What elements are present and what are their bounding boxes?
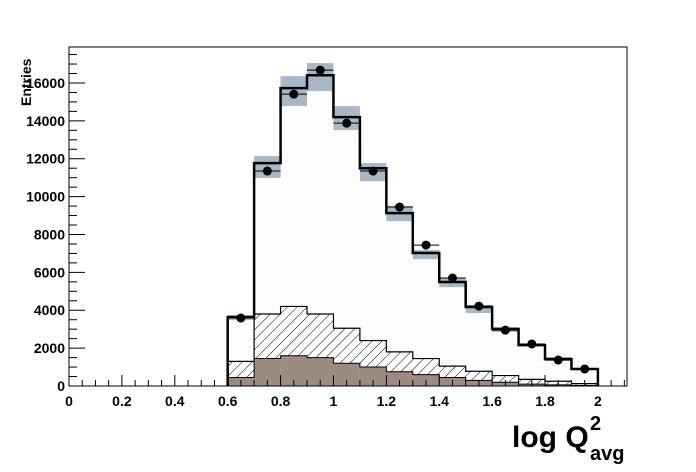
y-tick-label: 2000 bbox=[34, 340, 65, 356]
y-axis-label: Entries bbox=[18, 58, 34, 106]
data-point bbox=[527, 339, 537, 349]
data-point bbox=[236, 313, 246, 323]
plot-frame bbox=[68, 46, 628, 387]
data-point bbox=[474, 301, 484, 311]
x-tick-label: 0 bbox=[65, 393, 73, 409]
y-tick-label: 8000 bbox=[34, 226, 65, 242]
x-tick-label: 2 bbox=[594, 393, 602, 409]
y-tick-label: 6000 bbox=[34, 264, 65, 280]
x-axis-label-sup: 2 bbox=[590, 413, 601, 435]
filled-bin bbox=[359, 367, 387, 386]
data-point bbox=[368, 166, 378, 176]
data-point bbox=[315, 65, 325, 75]
data-point bbox=[421, 240, 431, 250]
y-tick-label: 16000 bbox=[26, 75, 65, 91]
x-axis-label-sub: avg bbox=[590, 443, 624, 465]
x-tick-label: 0.6 bbox=[218, 393, 238, 409]
total-histogram-line bbox=[226, 73, 600, 386]
data-point bbox=[447, 273, 457, 283]
x-tick-label: 1 bbox=[330, 393, 338, 409]
data-point bbox=[395, 202, 405, 212]
x-tick-label: 0.8 bbox=[271, 393, 291, 409]
x-tick-label: 1.4 bbox=[430, 393, 450, 409]
y-tick-label: 10000 bbox=[26, 189, 65, 205]
syst-band-bin bbox=[412, 250, 440, 260]
x-tick-label: 1.2 bbox=[377, 393, 397, 409]
y-tick-label: 12000 bbox=[26, 151, 65, 167]
data-point bbox=[289, 89, 299, 99]
filled-bin bbox=[386, 371, 413, 386]
data-point bbox=[553, 355, 563, 365]
y-tick-label: 14000 bbox=[26, 113, 65, 129]
x-tick-label: 0.2 bbox=[112, 393, 132, 409]
data-point bbox=[580, 364, 590, 374]
x-axis-label: log Q bbox=[512, 421, 589, 454]
total-bin bbox=[571, 368, 598, 386]
data-point bbox=[262, 166, 272, 176]
y-tick-label: 0 bbox=[57, 378, 65, 394]
filled-bin bbox=[333, 363, 360, 386]
data-point bbox=[500, 325, 510, 335]
y-tick-label: 4000 bbox=[34, 302, 65, 318]
data-point bbox=[342, 118, 352, 128]
x-tick-label: 1.6 bbox=[482, 393, 502, 409]
x-tick-label: 1.8 bbox=[535, 393, 555, 409]
x-tick-label: 0.4 bbox=[165, 393, 185, 409]
